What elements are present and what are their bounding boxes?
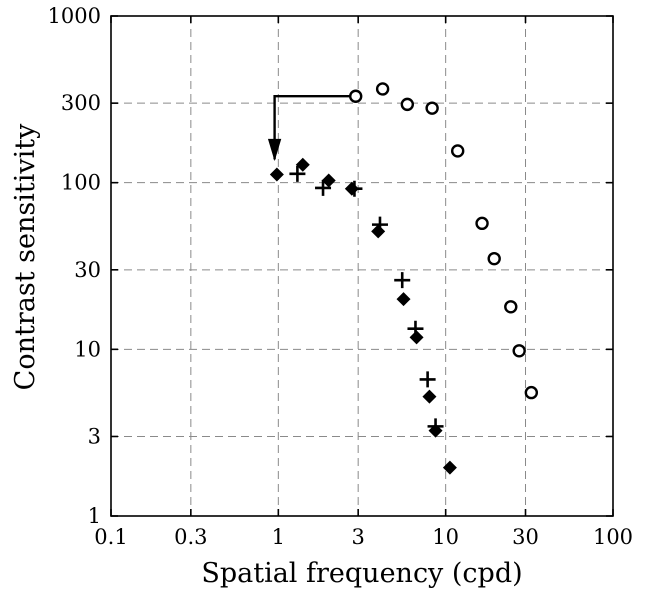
filled-diamond-point — [269, 167, 284, 182]
filled-diamond-point — [422, 389, 437, 404]
x-tick-label: 0.1 — [94, 525, 127, 549]
series-open-circle — [349, 82, 539, 400]
grid-lines — [111, 16, 613, 516]
filled-diamond-point — [295, 157, 310, 172]
x-tick-label: 10 — [432, 525, 459, 549]
filled-diamond-point — [371, 224, 386, 239]
data-series — [269, 82, 539, 475]
x-tick-label: 1 — [272, 525, 285, 549]
open-circle-point — [450, 144, 465, 158]
plus-point — [427, 418, 444, 435]
plot-frame — [110, 15, 614, 517]
open-circle-point — [524, 385, 539, 400]
y-tick-label: 1 — [88, 504, 101, 528]
y-tick-label: 30 — [74, 258, 101, 282]
open-circle-point — [425, 101, 439, 115]
open-circle-point — [504, 300, 518, 314]
filled-diamond-point — [396, 292, 411, 307]
arrow-head — [267, 138, 282, 162]
x-tick-label: 30 — [512, 525, 539, 549]
arrow-line — [273, 95, 356, 160]
plus-point — [315, 179, 332, 196]
open-circle-point — [512, 344, 526, 358]
plus-point — [289, 165, 306, 182]
y-tick-label: 3 — [88, 424, 101, 448]
plus-point — [371, 216, 388, 233]
open-circle-point — [400, 97, 415, 112]
x-tick-label: 100 — [593, 525, 633, 549]
filled-diamond-point — [442, 460, 457, 475]
plus-point — [419, 371, 436, 388]
open-circle-point — [375, 82, 390, 96]
filled-diamond-point — [409, 330, 424, 345]
x-axis-title: Spatial frequency (cpd) — [201, 558, 522, 589]
plus-point — [346, 180, 363, 197]
filled-diamond-point — [321, 173, 336, 188]
x-tick-label: 3 — [351, 525, 364, 549]
plus-point — [407, 320, 424, 337]
y-tick-label: 1000 — [48, 4, 101, 28]
open-circle-point — [487, 251, 501, 266]
y-tick-label: 300 — [61, 91, 101, 115]
axis-ticks: 0.1 0.3 1 3 10 30 100 1 3 10 30 100 300 1000 — [48, 4, 634, 549]
annotation-arrow — [267, 95, 356, 162]
y-tick-label: 10 — [74, 337, 101, 361]
series-plus — [289, 165, 444, 435]
y-tick-label: 100 — [61, 171, 101, 195]
open-circle-point — [349, 89, 363, 103]
open-circle-point — [475, 216, 489, 231]
plus-point — [394, 272, 411, 289]
x-tick-label: 0.3 — [174, 525, 207, 549]
y-axis-title: Contrast sensitivity — [10, 123, 41, 390]
